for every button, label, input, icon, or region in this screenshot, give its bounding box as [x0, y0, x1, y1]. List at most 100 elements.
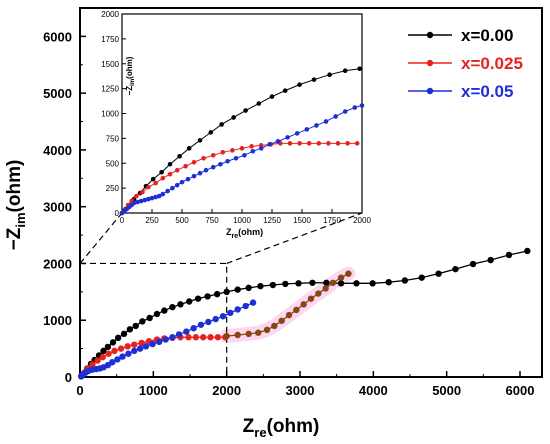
data-point: [175, 331, 183, 338]
data-point: [307, 295, 315, 302]
data-point: [153, 310, 161, 318]
main-plot-frame: [79, 7, 543, 378]
y-tick-label: 6000: [43, 29, 72, 44]
data-point: [234, 331, 241, 339]
y-tick-label: 2000: [43, 256, 72, 271]
inset-data-point: [177, 153, 182, 159]
inset-data-point: [219, 122, 224, 127]
main-axes: 0 1000 2000 3000 4000 5000 6000010002000300040…: [4, 7, 543, 440]
inset-data-point: [174, 167, 180, 173]
x-tick-label: 1000: [139, 383, 168, 398]
inset-data-point: [342, 109, 348, 114]
inset-y-tick-label: 1750: [101, 35, 119, 44]
inset-data-point: [287, 141, 293, 146]
inset-data-point: [225, 158, 230, 164]
data-point: [309, 279, 316, 286]
inset-data-point: [231, 115, 236, 120]
inset-x-tick-label: 1750: [323, 216, 341, 225]
data-point: [192, 334, 200, 341]
data-point: [197, 321, 205, 328]
inset-data-point: [282, 88, 288, 93]
data-point: [100, 347, 107, 355]
data-point: [234, 286, 241, 293]
inset-x-tick-label: 0: [120, 216, 125, 225]
inset-data-point: [174, 182, 180, 188]
data-point: [109, 339, 117, 346]
inset-data-point: [153, 194, 158, 200]
inset-data-point: [250, 149, 256, 154]
inset-data-point: [208, 130, 214, 135]
data-point: [245, 330, 252, 338]
inset-data-point: [267, 142, 272, 147]
inset-data-point: [179, 179, 185, 185]
inset-data-point: [323, 119, 329, 124]
data-point: [369, 280, 376, 287]
inset-data-point: [197, 138, 203, 143]
inset-data-point: [201, 155, 206, 161]
inset-data-point: [327, 72, 332, 77]
data-point: [255, 329, 262, 336]
inset-y-tick-label: 750: [106, 134, 120, 143]
inset-data-point: [142, 197, 148, 203]
data-point: [345, 270, 352, 277]
inset-data-point: [335, 141, 341, 146]
inset-data-point: [167, 161, 173, 167]
legend: x=0.00 x=0.025 x=0.05: [408, 26, 523, 101]
data-point: [207, 334, 214, 341]
inset-x-tick-label: 1000: [233, 216, 251, 225]
x-tick-label: 2000: [212, 383, 241, 398]
data-point: [242, 302, 249, 310]
inset-data-point: [160, 191, 166, 197]
x-tick-label: 3000: [286, 383, 315, 398]
data-point: [385, 278, 392, 286]
main-plot-series: [77, 247, 531, 380]
data-point: [186, 298, 193, 305]
y-tick-label: 1000: [43, 313, 72, 328]
data-point: [487, 256, 494, 264]
data-point: [295, 280, 302, 287]
data-point: [124, 343, 131, 350]
data-point: [169, 334, 176, 341]
legend-marker: [426, 87, 434, 95]
x-tick-label: 5000: [432, 383, 461, 398]
inset-data-point: [354, 141, 360, 146]
inset-data-point: [146, 184, 151, 190]
inset-data-point: [167, 171, 173, 177]
y-tick-label: 5000: [43, 86, 72, 101]
data-point: [99, 353, 106, 361]
data-point: [156, 338, 163, 346]
data-point: [125, 350, 132, 357]
data-point: [214, 334, 222, 341]
data-point: [119, 353, 126, 360]
inset-data-point: [210, 164, 216, 170]
inset-y-tick-label: 2000: [101, 10, 119, 19]
data-point: [435, 270, 442, 277]
legend-marker: [426, 31, 434, 39]
inset-data-point: [269, 94, 275, 99]
data-point: [126, 326, 134, 333]
data-point: [323, 279, 330, 286]
inset-data-point: [285, 135, 290, 140]
inset-data-point: [165, 188, 170, 194]
data-point: [418, 274, 425, 281]
series-line: [80, 250, 528, 377]
inset-y-tick-label: 0: [115, 209, 120, 218]
inset-data-point: [256, 101, 262, 106]
y-axis-title: −Zim(ohm): [4, 160, 28, 251]
data-point: [131, 347, 138, 355]
inset-data-point: [159, 169, 164, 175]
data-point: [282, 280, 289, 288]
data-point: [131, 341, 138, 348]
data-point: [149, 340, 156, 348]
inset-data-point: [191, 159, 197, 165]
inset-series-2: [119, 103, 365, 216]
data-point: [337, 280, 345, 287]
data-point: [452, 265, 459, 273]
data-point: [505, 251, 513, 259]
inset-data-point: [311, 77, 317, 82]
inset-y-axis-title: −Zim(ohm): [125, 56, 136, 95]
data-point: [146, 314, 153, 322]
inset-data-point: [138, 198, 144, 204]
data-point: [401, 277, 409, 284]
inset-data-point: [352, 105, 358, 110]
